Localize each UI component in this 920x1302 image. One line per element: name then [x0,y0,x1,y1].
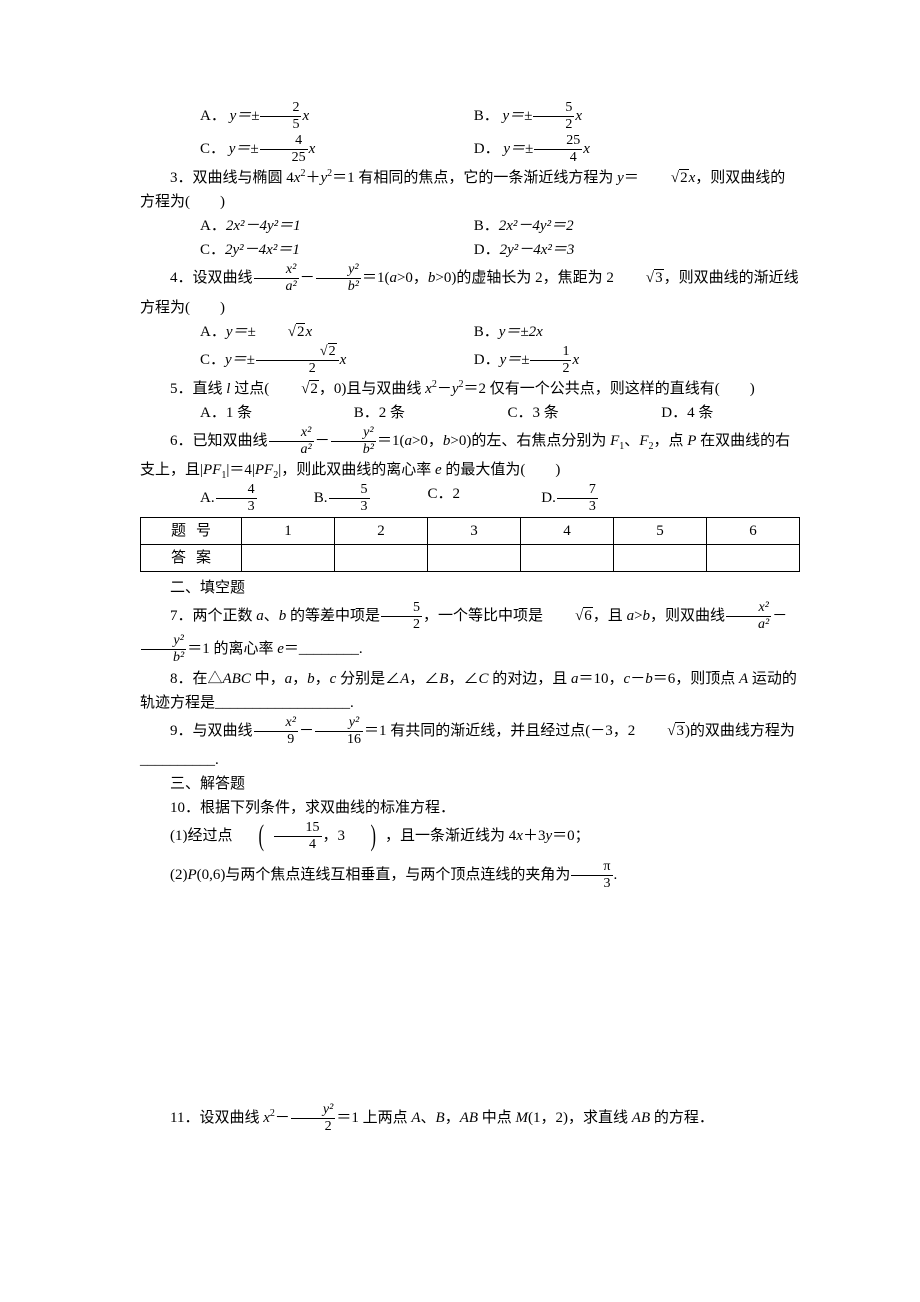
opt-B: B． y＝±52x [444,100,582,133]
label: C． [200,141,225,157]
col: 4 [521,518,614,545]
col: 6 [707,518,800,545]
q6-opts: A.43 B.53 C．2 D.73 [140,482,800,515]
label: A． [200,108,226,124]
frac: 52 [533,100,574,133]
label: D． [474,141,500,157]
q3-stem: 3．双曲线与椭圆 4x2＋y2＝1 有相同的焦点，它的一条渐近线方程为 y＝2x… [140,166,800,214]
opt-C: C． y＝±425x [170,133,440,166]
col: 2 [335,518,428,545]
frac: 425 [260,133,308,166]
q4-opts-row2: C．y＝±22x D．y＝±12x [140,344,800,377]
table-row: 题号 1 2 3 4 5 6 [141,518,800,545]
hdr-q: 题号 [141,518,242,545]
q5-opts: A．1 条 B．2 条 C．3 条 D．4 条 [140,401,800,425]
q8: 8．在△ABC 中，a，b，c 分别是∠A，∠B，∠C 的对边，且 a＝10，c… [140,667,800,715]
ans-cell[interactable] [335,545,428,572]
workspace-gap [140,892,800,1102]
q6-stem: 6．已知双曲线x²a²－y²b²＝1(a>0，b>0)的左、右焦点分别为 F1、… [140,425,800,482]
col: 3 [428,518,521,545]
table-row: 答案 [141,545,800,572]
q3-opts-row1: A．2x²－4y²＝1 B．2x²－4y²＝2 [140,214,800,238]
q7: 7．两个正数 a、b 的等差中项是52，一个等比中项是6，且 a>b，则双曲线x… [140,600,800,666]
q4-stem: 4．设双曲线x²a²－y²b²＝1(a>0，b>0)的虚轴长为 2，焦距为 23… [140,262,800,319]
col: 1 [242,518,335,545]
q-top-opts-row1: A． y＝±25x B． y＝±52x [140,100,800,133]
answer-table: 题号 1 2 3 4 5 6 答案 [140,517,800,572]
q11: 11．设双曲线 x2－y²2＝1 上两点 A、B，AB 中点 M(1，2)，求直… [140,1102,800,1135]
opt-D: D． y＝±254x [444,133,590,166]
label: B． [474,108,499,124]
q4-opts-row1: A．y＝±2x B．y＝±2x [140,320,800,344]
section-2: 二、填空题 [140,576,800,600]
section-3: 三、解答题 [140,772,800,796]
q3-opts-row2: C．2y²－4x²＝1 D．2y²－4x²＝3 [140,238,800,262]
ans-cell[interactable] [428,545,521,572]
prefix: y＝± [230,108,260,124]
q5-stem: 5．直线 l 过点(2，0)且与双曲线 x2－y2＝2 仅有一个公共点，则这样的… [140,377,800,401]
frac: 25 [260,100,301,133]
ans-cell[interactable] [242,545,335,572]
q10-stem: 10．根据下列条件，求双曲线的标准方程． [140,796,800,820]
ans-cell[interactable] [521,545,614,572]
frac: 254 [534,133,582,166]
q9: 9．与双曲线x²9－y²16＝1 有共同的渐近线，并且经过点(－3，23)的双曲… [140,715,800,772]
col: 5 [614,518,707,545]
ans-cell[interactable] [707,545,800,572]
q-top-opts-row2: C． y＝±425x D． y＝±254x [140,133,800,166]
ans-cell[interactable] [614,545,707,572]
q10-1: (1)经过点(154，3)，且一条渐近线为 4x＋3y＝0； [140,820,800,853]
opt-A: A． y＝±25x [170,100,440,133]
q10-2: (2)P(0,6)与两个焦点连线互相垂直，与两个顶点连线的夹角为π3. [140,859,800,892]
hdr-a: 答案 [141,545,242,572]
prefix: y＝± [503,108,533,124]
